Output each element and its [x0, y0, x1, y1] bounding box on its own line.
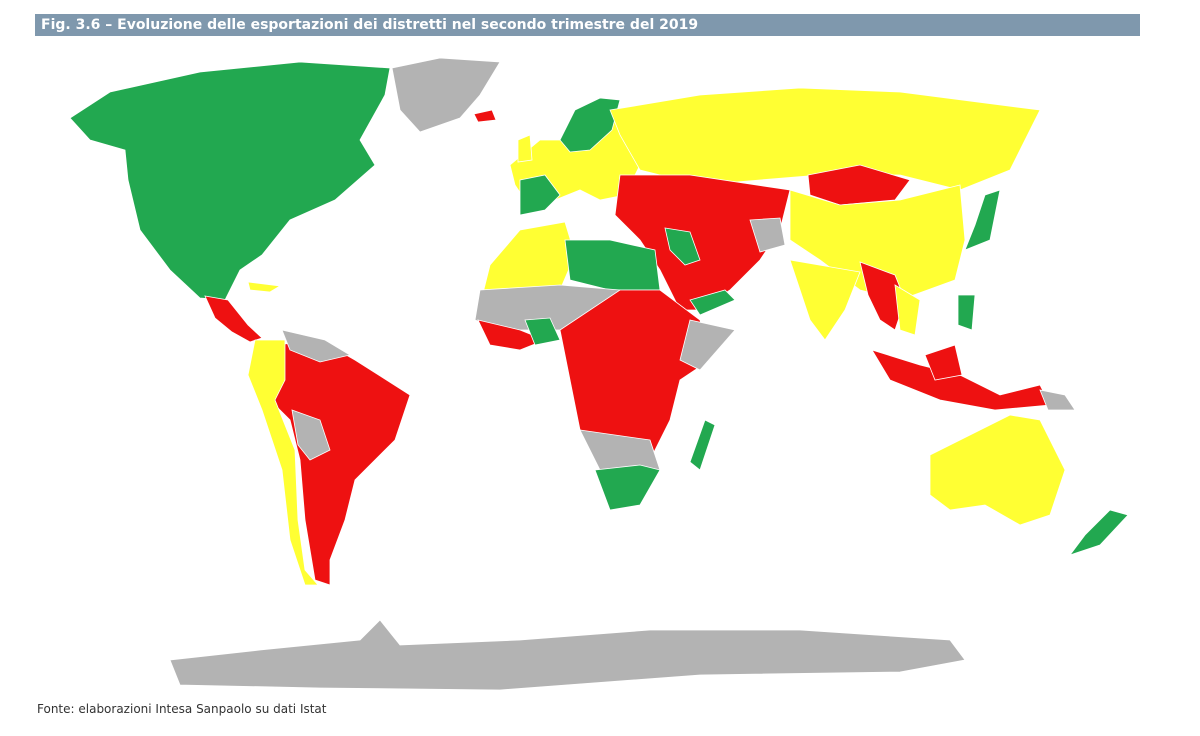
new-zealand: [1068, 509, 1129, 556]
afghanistan: [749, 217, 786, 253]
nigeria: [524, 317, 561, 346]
india: [789, 259, 861, 341]
horn-africa: [679, 319, 736, 371]
france-iberia: [519, 174, 561, 216]
south-africa: [594, 464, 661, 511]
indonesia: [871, 349, 1051, 411]
south-america: [269, 339, 411, 586]
australia: [929, 414, 1066, 526]
north-america: [69, 61, 391, 301]
mongolia: [807, 164, 911, 206]
yemen-oman: [689, 289, 736, 316]
central-africa: [559, 289, 711, 461]
world-map: [69, 57, 1129, 691]
south-america-west: [247, 339, 319, 586]
borneo: [924, 344, 963, 381]
greenland: [391, 57, 501, 133]
source-note: Fonte: elaborazioni Intesa Sanpaolo su d…: [37, 702, 327, 716]
madagascar: [689, 419, 716, 471]
antarctica: [169, 619, 966, 691]
caribbean: [247, 281, 282, 293]
guyanas: [281, 329, 352, 363]
philippines: [957, 294, 976, 331]
arabia-gulf: [664, 227, 701, 266]
iceland: [473, 109, 497, 123]
thailand-vietnam: [894, 284, 921, 336]
southeast-asia: [859, 261, 906, 331]
papua: [1039, 389, 1076, 411]
central-america: [204, 295, 263, 343]
china: [789, 184, 966, 301]
japan: [964, 189, 1001, 251]
bolivia-paraguay: [291, 409, 331, 461]
uk: [517, 134, 533, 163]
figure-title: Fig. 3.6 – Evoluzione delle esportazioni…: [35, 14, 1140, 36]
west-africa: [477, 319, 547, 351]
